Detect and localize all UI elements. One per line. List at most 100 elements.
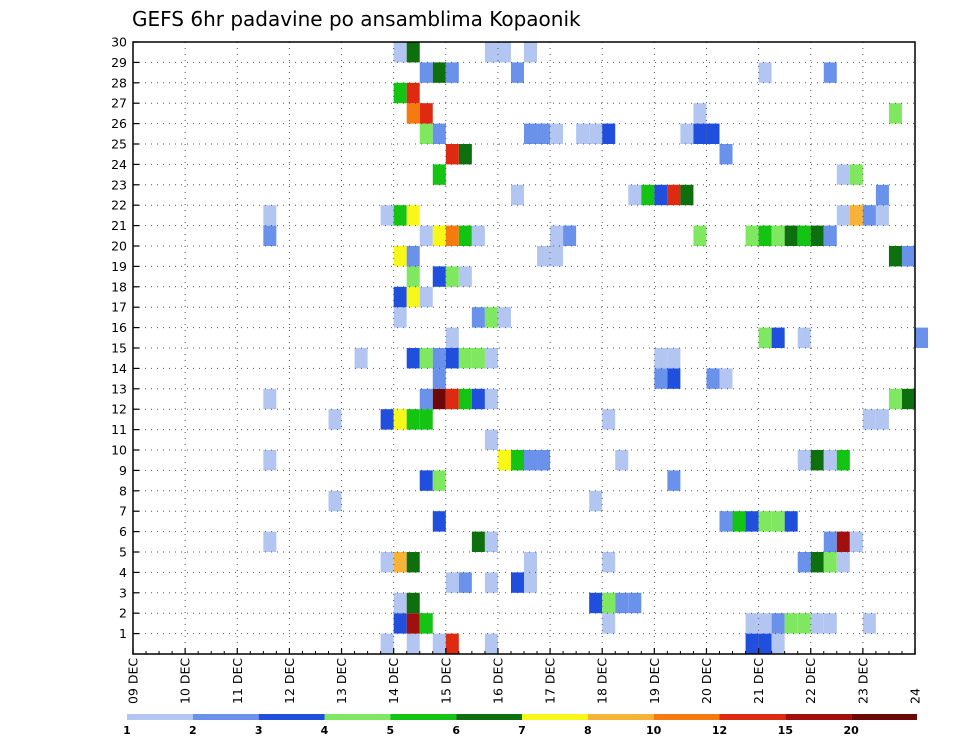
y-tick-label: 1 — [119, 626, 127, 641]
heatmap-cell — [471, 225, 485, 246]
heatmap-cell — [680, 123, 694, 144]
heatmap-cell — [406, 266, 420, 287]
heatmap-cell — [888, 388, 902, 410]
heatmap-cell — [810, 450, 824, 471]
heatmap-cell — [719, 511, 733, 532]
heatmap-cell — [810, 613, 824, 634]
heatmap-cell — [628, 184, 642, 206]
heatmap-cell — [771, 225, 785, 246]
heatmap-cell — [797, 327, 811, 348]
heatmap-cell — [758, 511, 772, 532]
heatmap-cell — [589, 123, 603, 144]
legend-swatch — [719, 714, 786, 720]
heatmap-cell — [458, 388, 472, 410]
heatmap-cell — [419, 123, 433, 144]
heatmap-cell — [758, 62, 772, 83]
y-tick-label: 25 — [111, 137, 127, 152]
heatmap-cell — [823, 225, 837, 246]
heatmap-cell — [393, 205, 407, 226]
heatmap-cell — [419, 613, 433, 634]
heatmap-cell — [667, 184, 681, 206]
y-tick-label: 6 — [119, 524, 127, 539]
heatmap-cell — [393, 82, 407, 104]
heatmap-cell — [406, 613, 420, 634]
heatmap-cell — [380, 409, 394, 430]
heatmap-cell — [380, 633, 394, 654]
heatmap-cell — [524, 123, 538, 144]
heatmap-cell — [537, 246, 551, 267]
heatmap-cell — [419, 225, 433, 246]
heatmap-cell — [602, 613, 616, 634]
heatmap-cell — [771, 327, 785, 348]
heatmap-cell — [497, 307, 511, 328]
heatmap-cell — [419, 470, 433, 491]
y-tick-label: 19 — [111, 259, 127, 274]
heatmap-cell — [497, 450, 511, 471]
legend-swatch — [456, 714, 522, 720]
heatmap-cell — [667, 368, 681, 389]
heatmap-cell — [563, 225, 577, 246]
heatmap-cell — [823, 62, 837, 83]
legend-label: 10 — [646, 724, 662, 737]
x-axis-labels: 09 DEC 10 DEC 11 DEC 12 DEC 13 DEC 14 DEC 15 D… — [126, 658, 923, 704]
x-tick-label: 14 DEC — [386, 658, 401, 704]
heatmap-cell — [915, 327, 929, 348]
heatmap-cell — [797, 552, 811, 573]
y-tick-label: 28 — [111, 75, 127, 90]
heatmap-cell — [445, 348, 459, 369]
y-tick-label: 18 — [111, 279, 127, 294]
heatmap-cell — [602, 592, 616, 614]
heatmap-cell — [862, 409, 876, 430]
heatmap-cell — [732, 511, 746, 532]
y-tick-label: 27 — [111, 96, 127, 111]
heatmap-cell — [888, 103, 902, 124]
legend-label: 20 — [844, 724, 860, 737]
color-legend: 1 2 3 4 5 6 7 8 10 12 15 20 — [123, 714, 917, 737]
heatmap-cell — [719, 368, 733, 389]
heatmap-cell — [484, 348, 498, 369]
heatmap-cell — [484, 531, 498, 552]
heatmap-cell — [393, 613, 407, 634]
y-tick-label: 23 — [111, 177, 127, 192]
heatmap-cell — [602, 552, 616, 573]
heatmap-cell — [745, 511, 759, 532]
y-tick-label: 22 — [111, 198, 127, 213]
heatmap-cell — [432, 470, 446, 491]
x-tick-label: 12 DEC — [282, 658, 297, 704]
y-axis-labels: 1234567891011121314151617181920212223242… — [111, 35, 127, 642]
legend-swatch — [851, 714, 917, 720]
heatmap-cell — [654, 348, 668, 369]
heatmap-cell — [406, 103, 420, 124]
heatmap-cell — [706, 368, 720, 389]
legend-swatch — [192, 714, 259, 720]
heatmap-cell — [901, 388, 915, 410]
legend-swatch — [390, 714, 457, 720]
x-tick-label: 18 DEC — [595, 658, 610, 704]
heatmap-cell — [589, 490, 603, 512]
y-tick-label: 2 — [119, 606, 127, 621]
heatmap-cell — [419, 388, 433, 410]
legend-label: 2 — [189, 724, 197, 737]
heatmap-cell — [406, 348, 420, 369]
heatmap-cell — [432, 62, 446, 83]
heatmap-cell — [328, 490, 342, 512]
heatmap-cell — [862, 205, 876, 226]
heatmap-cell — [419, 62, 433, 83]
heatmap-cell — [797, 450, 811, 471]
y-tick-label: 7 — [119, 504, 127, 519]
heatmap-cell — [667, 348, 681, 369]
y-tick-label: 3 — [119, 585, 127, 600]
heatmap-cell — [602, 409, 616, 430]
y-tick-label: 11 — [111, 422, 127, 437]
heatmap-cell — [810, 225, 824, 246]
heatmap-cell — [537, 450, 551, 471]
heatmap-cell — [393, 42, 407, 63]
legend-swatch — [127, 714, 193, 720]
heatmap-cell — [706, 123, 720, 144]
heatmap-cell — [510, 572, 524, 593]
x-tick-label: 23 DEC — [855, 658, 870, 704]
heatmap-cell — [510, 62, 524, 83]
x-tick-label: 09 DEC — [126, 658, 141, 704]
y-tick-label: 21 — [111, 218, 127, 233]
heatmap-cell — [836, 552, 850, 573]
